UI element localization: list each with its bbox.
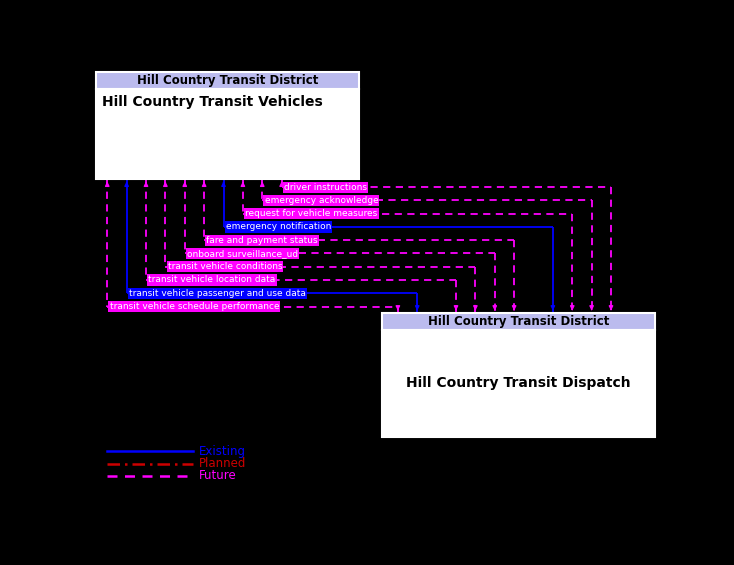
Text: Existing: Existing xyxy=(199,445,246,458)
Text: transit vehicle conditions: transit vehicle conditions xyxy=(167,262,283,271)
Text: fare and payment status: fare and payment status xyxy=(206,236,318,245)
Text: transit vehicle location data: transit vehicle location data xyxy=(148,276,275,285)
Text: request for vehicle measures: request for vehicle measures xyxy=(245,209,377,218)
Text: Hill Country Transit Dispatch: Hill Country Transit Dispatch xyxy=(407,376,631,390)
Text: Hill Country Transit Vehicles: Hill Country Transit Vehicles xyxy=(102,95,322,108)
Bar xyxy=(382,312,655,329)
Text: Hill Country Transit District: Hill Country Transit District xyxy=(137,73,318,86)
Text: transit vehicle schedule performance: transit vehicle schedule performance xyxy=(109,302,279,311)
Text: emergency notification: emergency notification xyxy=(226,223,331,232)
Bar xyxy=(382,329,655,437)
Text: driver instructions: driver instructions xyxy=(284,182,367,192)
Bar xyxy=(95,89,359,180)
Text: Planned: Planned xyxy=(199,457,246,470)
Text: onboard surveillance_ud: onboard surveillance_ud xyxy=(187,249,298,258)
Text: Future: Future xyxy=(199,470,236,483)
Text: transit vehicle passenger and use data: transit vehicle passenger and use data xyxy=(129,289,306,298)
Bar xyxy=(95,72,359,89)
Text: Hill Country Transit District: Hill Country Transit District xyxy=(428,315,609,328)
Text: emergency acknowledge: emergency acknowledge xyxy=(264,196,378,205)
